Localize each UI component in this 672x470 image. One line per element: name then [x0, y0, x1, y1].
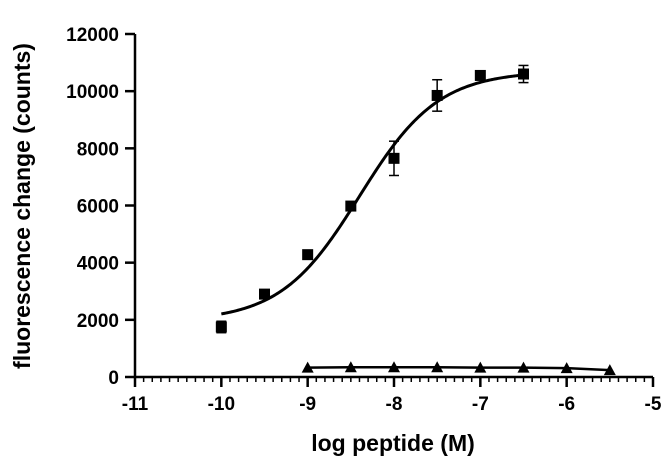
- triangle-marker: [603, 364, 616, 376]
- square-marker: [474, 69, 486, 81]
- square-marker: [345, 200, 357, 212]
- control-line: [307, 366, 610, 372]
- x-tick-label: -7: [472, 394, 489, 415]
- fit-curve: [221, 73, 524, 316]
- square-marker: [518, 68, 529, 80]
- x-axis-title: log peptide (M): [311, 430, 475, 456]
- square-marker: [388, 152, 400, 164]
- triangle-marker: [388, 361, 400, 373]
- x-tick-label: -6: [558, 394, 575, 415]
- triangle-marker: [344, 361, 357, 373]
- x-tick-label: -10: [208, 394, 235, 415]
- series-layer: [215, 64, 616, 376]
- y-axis-title: fluorescence change (counts): [9, 43, 35, 369]
- y-tick-label: 2000: [77, 311, 119, 332]
- triangle-marker: [301, 361, 314, 373]
- y-tick-label: 10000: [66, 82, 119, 103]
- triangle-marker: [474, 361, 487, 373]
- y-tick-label: 12000: [66, 25, 119, 46]
- y-tick-label: 0: [108, 368, 119, 389]
- x-tick-label: -5: [645, 394, 662, 415]
- square-marker: [259, 288, 270, 300]
- y-tick-label: 6000: [77, 197, 119, 218]
- y-tick-label: 4000: [77, 254, 119, 275]
- y-tick-label: 8000: [77, 139, 119, 160]
- x-tick-label: -11: [122, 394, 149, 415]
- x-tick-label: -8: [386, 394, 403, 415]
- square-marker: [431, 89, 443, 101]
- x-tick-label: -9: [299, 394, 316, 415]
- triangle-marker: [517, 361, 530, 373]
- triangle-marker: [560, 362, 573, 374]
- square-marker: [215, 321, 227, 333]
- square-marker: [302, 249, 314, 261]
- triangle-marker: [431, 361, 444, 373]
- axes-layer: -11 -10 -9 -8 -7 -6 -5 0 2000 4000 6000 8000 10000 12…: [66, 25, 662, 415]
